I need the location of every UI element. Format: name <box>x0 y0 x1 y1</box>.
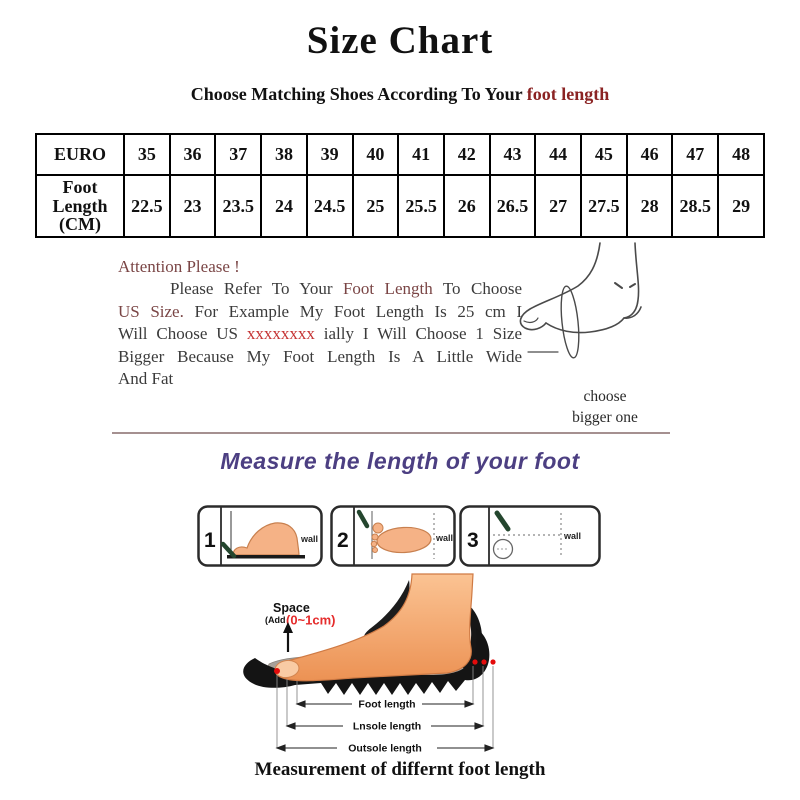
heel-dot-2 <box>481 659 487 665</box>
euro-size-cell: 36 <box>168 133 217 176</box>
euro-size-cell: 45 <box>580 133 628 176</box>
foot-length-cell: 25.5 <box>397 174 445 238</box>
outsole-length-label: Outsole length <box>348 743 422 755</box>
space-label: Space <box>273 601 310 615</box>
foot-length-cell: 23.5 <box>214 174 263 238</box>
foot-length-cell: 23 <box>168 174 217 238</box>
foot-toe-detail <box>523 317 539 324</box>
bottom-caption: Measurement of differnt foot length <box>254 759 546 780</box>
euro-size-cell: 38 <box>260 133 308 176</box>
add-range-label: (0~1cm) <box>286 613 336 628</box>
foot-instep-line <box>519 242 601 331</box>
subtitle-accent: foot length <box>526 84 610 104</box>
step1-panel: 1 wall <box>197 505 323 567</box>
toe-dot <box>274 668 280 674</box>
page-title: Size Chart <box>306 19 494 62</box>
add-label: (Add <box>265 615 286 625</box>
foot-length-cell: 29 <box>717 174 765 238</box>
euro-size-cell: 46 <box>625 133 674 176</box>
measure-heading: Measure the length of your foot <box>220 448 580 474</box>
foot-length-cell: 25 <box>351 174 400 238</box>
foot-sole-line <box>545 306 642 334</box>
footlength-row-label: Foot Length (CM) <box>35 174 125 238</box>
euro-size-cell: 48 <box>717 133 765 176</box>
subtitle-text: Choose Matching Shoes According To Your <box>190 84 527 104</box>
foot-length-cell: 28 <box>625 174 674 238</box>
foot-length-cell: 26.5 <box>488 174 537 238</box>
attention-heading: Attention Please ! <box>118 257 240 276</box>
shoe-collar <box>363 580 410 642</box>
step3-panel: 3 wall <box>459 505 601 567</box>
attention-line-5: And Fat <box>118 369 174 389</box>
foot-length-cell: 27 <box>534 174 583 238</box>
step1-wall-label: wall <box>300 534 318 544</box>
euro-row-label: EURO <box>35 133 125 176</box>
attention-line-4: Bigger Because My Foot Length Is A Littl… <box>118 346 522 366</box>
pen-icon <box>356 509 370 529</box>
foot-length-cell: 27.5 <box>580 174 628 238</box>
insole-length-label: Lnsole length <box>353 721 421 733</box>
section-divider <box>112 432 670 434</box>
euro-size-cell: 47 <box>671 133 720 176</box>
girth-loop <box>560 285 580 359</box>
euro-size-cell: 39 <box>305 133 354 176</box>
attention-line-2: US Size. For Example My Foot Length Is 2… <box>118 301 522 321</box>
step3-wall-label: wall <box>563 531 581 541</box>
attention-line-1: Please Refer To Your Foot Length To Choo… <box>170 279 522 299</box>
base-bar <box>227 555 305 559</box>
euro-size-cell: 43 <box>488 133 537 176</box>
attention-line-3: Will Choose US xxxxxxxx ially I Will Cho… <box>118 324 523 344</box>
foot-length-cell: 24.5 <box>305 174 354 238</box>
foot-length-cell: 24 <box>260 174 308 238</box>
foot-shape <box>275 573 474 682</box>
foot-side-sketch <box>519 242 642 359</box>
step2-number: 2 <box>337 529 349 552</box>
foot-length-cell: 28.5 <box>671 174 720 238</box>
step1-number: 1 <box>204 529 216 552</box>
size-table: EURO 35 36 37 38 39 40 41 42 43 44 45 46 47 48 Foot L… <box>35 133 765 238</box>
ankle-mark-left <box>614 282 623 289</box>
foot-length-cell: 22.5 <box>123 174 171 238</box>
heel-dot-1 <box>472 659 478 665</box>
footprint-icon <box>376 526 432 554</box>
euro-size-cell: 40 <box>351 133 400 176</box>
step3-number: 3 <box>467 529 479 552</box>
heel-dot-3 <box>490 659 496 665</box>
euro-row: EURO 35 36 37 38 39 40 41 42 43 44 45 46 47 48 <box>35 133 765 176</box>
foot-side-icon <box>232 522 300 556</box>
euro-size-cell: 42 <box>442 133 491 176</box>
pen-icon <box>220 541 237 559</box>
pen-icon <box>494 510 511 532</box>
foot-measure-diagram: Foot length Lnsole length Outsole length… <box>243 573 496 755</box>
foot-heel-line <box>623 242 640 319</box>
foot-length-cell: 26 <box>442 174 491 238</box>
step2-panel: 2 wall <box>330 505 456 567</box>
euro-size-cell: 44 <box>534 133 583 176</box>
euro-size-cell: 37 <box>214 133 263 176</box>
footlength-row: Foot Length (CM) 22.5 23 23.5 24 24.5 25 25.5 2… <box>35 174 765 238</box>
attention-note: Attention Please ! Please Refer To Your … <box>118 256 522 390</box>
step2-wall-label: wall <box>435 533 453 543</box>
subtitle: Choose Matching Shoes According To Your … <box>0 84 800 105</box>
foot-length-label: Foot length <box>358 699 415 711</box>
euro-size-cell: 35 <box>123 133 171 176</box>
ankle-mark-right <box>629 283 636 288</box>
euro-size-cell: 41 <box>397 133 445 176</box>
choose-bigger-note: choose bigger one <box>572 388 638 426</box>
